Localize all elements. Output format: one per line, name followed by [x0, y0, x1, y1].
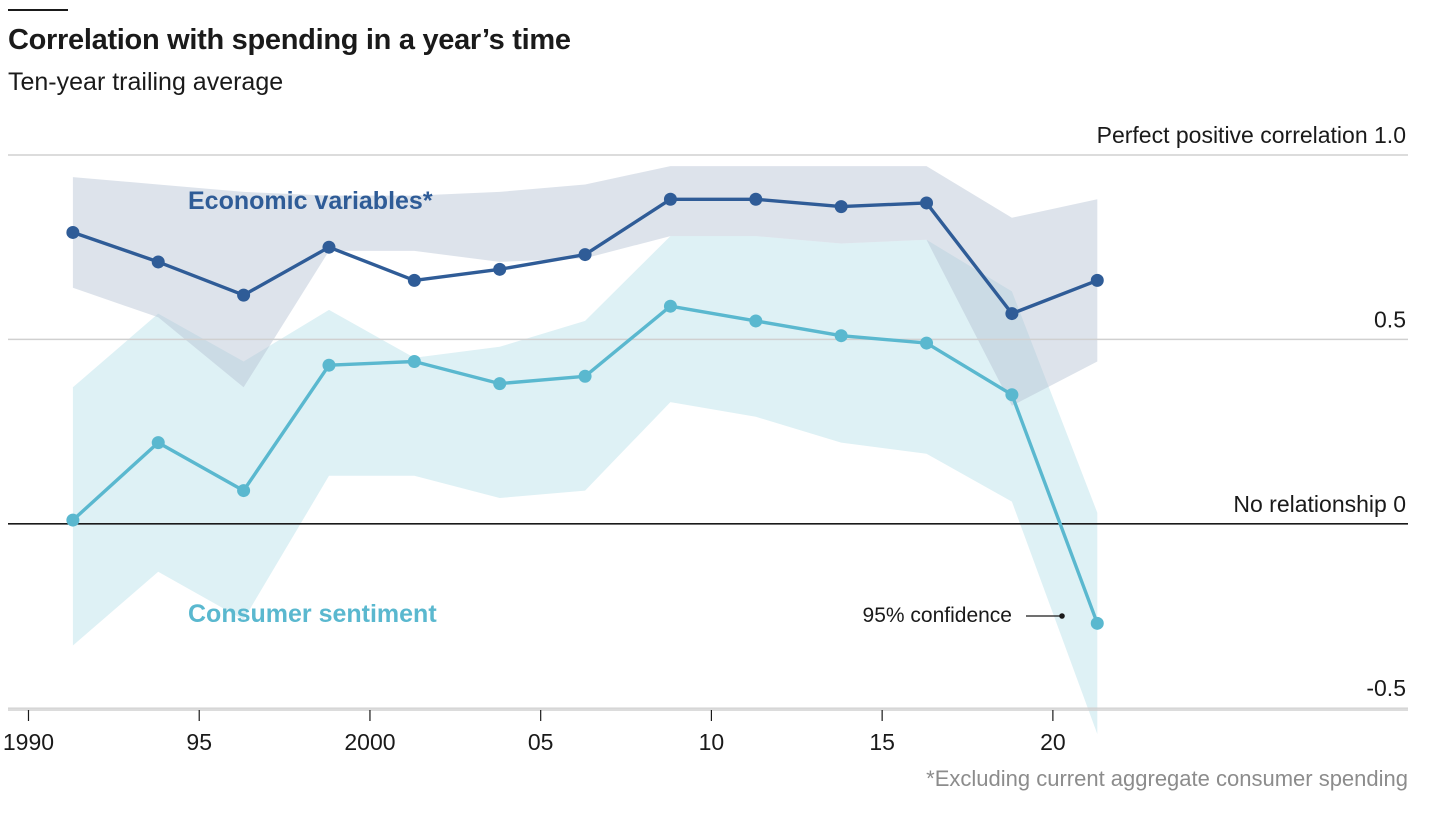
- point-economic-variables: [1005, 307, 1019, 321]
- series-label-economic-variables: Economic variables*: [188, 187, 433, 215]
- series-points: [66, 192, 1104, 630]
- footnote: *Excluding current aggregate consumer sp…: [926, 766, 1408, 791]
- x-tick-label: 20: [1040, 729, 1066, 755]
- x-tick-label: 15: [869, 729, 895, 755]
- x-tick-label: 05: [528, 729, 554, 755]
- y-tick-label: No relationship 0: [1233, 491, 1406, 517]
- point-consumer-sentiment: [151, 436, 165, 450]
- point-economic-variables: [493, 262, 507, 276]
- point-economic-variables: [834, 200, 848, 214]
- series-labels: Economic variables* Consumer sentiment 95%…: [188, 187, 1065, 628]
- title-rule: [8, 9, 68, 11]
- point-consumer-sentiment: [920, 336, 934, 350]
- point-consumer-sentiment: [66, 513, 80, 527]
- point-economic-variables: [663, 192, 677, 206]
- point-economic-variables: [322, 240, 336, 254]
- x-tick-label: 1990: [3, 729, 54, 755]
- point-consumer-sentiment: [407, 355, 421, 369]
- point-consumer-sentiment: [578, 369, 592, 383]
- point-economic-variables: [920, 196, 934, 210]
- x-tick-label: 95: [186, 729, 212, 755]
- confidence-band-economic-variables: [72, 166, 1098, 406]
- point-economic-variables: [1090, 273, 1104, 287]
- annotation-dot: [1059, 613, 1065, 619]
- x-tick-label: 2000: [344, 729, 395, 755]
- y-tick-label: -0.5: [1366, 675, 1406, 701]
- point-consumer-sentiment: [663, 299, 677, 313]
- axis-labels: Perfect positive correlation 1.0 0.5 No re…: [3, 122, 1406, 755]
- gridlines: [8, 154, 1408, 721]
- point-economic-variables: [578, 248, 592, 262]
- point-economic-variables: [749, 192, 763, 206]
- point-consumer-sentiment: [493, 377, 507, 391]
- x-tick-label: 10: [699, 729, 725, 755]
- chart-title: Correlation with spending in a year’s ti…: [8, 24, 571, 56]
- point-consumer-sentiment: [1090, 616, 1104, 630]
- chart-subtitle: Ten-year trailing average: [8, 68, 284, 96]
- point-economic-variables: [237, 288, 251, 302]
- series-label-consumer-sentiment: Consumer sentiment: [188, 600, 437, 628]
- point-consumer-sentiment: [237, 484, 251, 498]
- point-consumer-sentiment: [749, 314, 763, 328]
- point-economic-variables: [151, 255, 165, 269]
- point-consumer-sentiment: [322, 358, 336, 372]
- point-consumer-sentiment: [834, 329, 848, 343]
- confidence-annotation: 95% confidence: [863, 604, 1012, 627]
- y-tick-label: 0.5: [1374, 306, 1406, 332]
- point-economic-variables: [407, 273, 421, 287]
- point-consumer-sentiment: [1005, 388, 1019, 402]
- y-tick-label: Perfect positive correlation 1.0: [1097, 122, 1406, 148]
- point-economic-variables: [66, 225, 80, 239]
